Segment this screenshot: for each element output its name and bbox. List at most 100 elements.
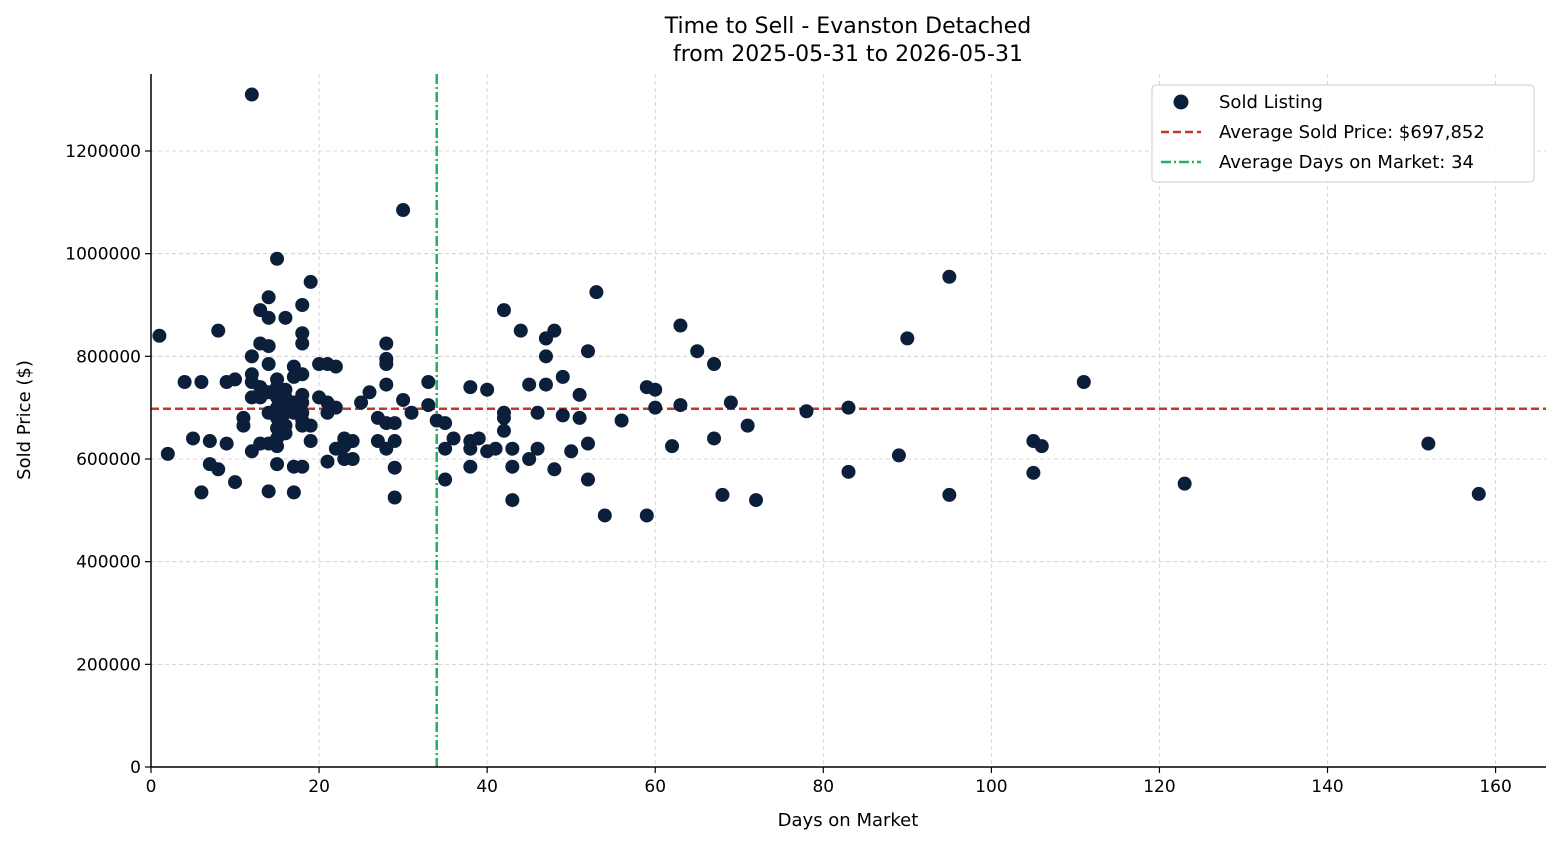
data-point bbox=[555, 369, 570, 384]
data-point bbox=[799, 404, 814, 419]
y-tick-label: 200000 bbox=[76, 655, 141, 675]
data-point bbox=[505, 441, 520, 456]
data-point bbox=[194, 375, 209, 389]
data-point bbox=[345, 434, 360, 449]
data-point bbox=[219, 436, 234, 451]
axes: 0 20 40 60 80 100 120 140 160 0 200000 400000 600000… bbox=[65, 74, 1546, 797]
data-point bbox=[522, 452, 537, 466]
data-point bbox=[555, 408, 570, 423]
data-point bbox=[261, 484, 276, 499]
data-point bbox=[900, 331, 915, 346]
chart-subtitle: from 2025-05-31 to 2026-05-31 bbox=[673, 42, 1023, 67]
data-point bbox=[505, 459, 520, 474]
data-point bbox=[1177, 476, 1192, 491]
data-point bbox=[547, 462, 562, 477]
data-point bbox=[194, 485, 209, 500]
data-point bbox=[270, 251, 285, 266]
data-point bbox=[295, 459, 310, 474]
data-point bbox=[891, 448, 906, 463]
data-point bbox=[463, 459, 478, 474]
data-point bbox=[530, 405, 545, 420]
data-point bbox=[597, 508, 612, 523]
data-point bbox=[438, 472, 453, 487]
x-tick-label: 160 bbox=[1479, 777, 1511, 797]
data-point bbox=[396, 203, 411, 218]
x-tick-label: 140 bbox=[1311, 777, 1343, 797]
data-point bbox=[186, 431, 201, 446]
legend-label-avg-days: Average Days on Market: 34 bbox=[1219, 152, 1474, 173]
data-point bbox=[547, 323, 562, 338]
legend-box bbox=[1151, 84, 1535, 183]
data-point bbox=[286, 485, 301, 500]
data-point bbox=[278, 310, 293, 325]
data-point bbox=[354, 395, 369, 410]
data-point bbox=[841, 400, 856, 415]
data-point bbox=[177, 375, 192, 389]
data-point bbox=[421, 375, 436, 389]
data-point bbox=[345, 452, 360, 466]
data-point bbox=[942, 269, 957, 284]
x-tick-label: 60 bbox=[644, 777, 666, 797]
y-tick-label: 0 bbox=[130, 758, 141, 778]
data-point bbox=[387, 434, 402, 449]
data-point bbox=[303, 434, 318, 449]
data-point bbox=[1421, 436, 1436, 451]
data-point bbox=[236, 410, 251, 425]
legend: Sold Listing Average Sold Price: $697,85… bbox=[1151, 84, 1535, 183]
data-point bbox=[261, 310, 276, 325]
data-point bbox=[513, 323, 528, 338]
data-point bbox=[328, 400, 343, 415]
legend-label-sold: Sold Listing bbox=[1219, 92, 1323, 113]
y-tick-label: 600000 bbox=[76, 450, 141, 470]
data-point bbox=[639, 508, 654, 523]
data-point bbox=[665, 439, 680, 454]
data-point bbox=[496, 410, 511, 425]
data-point bbox=[303, 274, 318, 289]
data-point bbox=[690, 344, 705, 359]
data-point bbox=[320, 454, 335, 469]
data-point bbox=[295, 336, 310, 351]
data-point bbox=[438, 441, 453, 456]
data-point bbox=[572, 410, 587, 425]
scatter-marker-icon bbox=[1173, 94, 1189, 110]
data-point bbox=[589, 285, 604, 300]
data-point bbox=[228, 372, 243, 387]
data-point bbox=[295, 326, 310, 341]
data-point bbox=[396, 392, 411, 407]
y-tick-label: 1000000 bbox=[65, 245, 141, 265]
x-tick-label: 100 bbox=[975, 777, 1007, 797]
x-tick-label: 120 bbox=[1143, 777, 1175, 797]
data-point bbox=[387, 490, 402, 505]
data-point bbox=[303, 418, 318, 433]
data-point bbox=[1034, 439, 1049, 454]
data-point bbox=[261, 357, 276, 372]
data-point bbox=[152, 328, 167, 343]
data-point bbox=[530, 441, 545, 456]
data-point bbox=[673, 398, 688, 413]
y-axis-label: Sold Price ($) bbox=[14, 360, 35, 480]
data-points bbox=[152, 87, 1486, 523]
data-point bbox=[723, 395, 738, 410]
legend-label-avg-price: Average Sold Price: $697,852 bbox=[1219, 122, 1485, 143]
data-point bbox=[648, 400, 663, 415]
data-point bbox=[421, 398, 436, 413]
y-tick-label: 1200000 bbox=[65, 142, 141, 162]
data-point bbox=[580, 436, 595, 451]
data-point bbox=[387, 460, 402, 475]
x-tick-label: 80 bbox=[812, 777, 834, 797]
data-point bbox=[580, 344, 595, 359]
x-tick-label: 20 bbox=[308, 777, 330, 797]
data-point bbox=[244, 87, 259, 102]
data-point bbox=[942, 487, 957, 502]
data-point bbox=[379, 357, 394, 372]
data-point bbox=[328, 359, 343, 374]
data-point bbox=[463, 441, 478, 456]
x-tick-label: 0 bbox=[146, 777, 157, 797]
data-point bbox=[261, 339, 276, 354]
data-point bbox=[488, 441, 503, 456]
data-point bbox=[707, 357, 722, 372]
data-point bbox=[160, 446, 175, 461]
data-point bbox=[538, 377, 553, 392]
data-point bbox=[379, 336, 394, 351]
